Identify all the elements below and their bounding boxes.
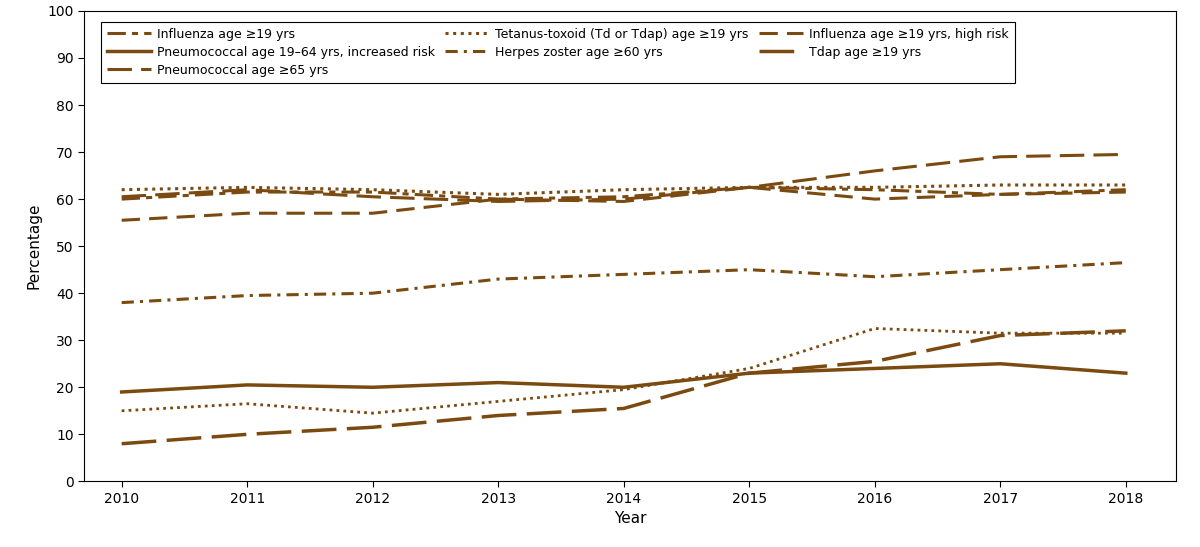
Line: Pneumococcal age 19–64 yrs, increased risk: Pneumococcal age 19–64 yrs, increased ri… bbox=[121, 364, 1126, 392]
Tetanus-toxoid (Td or Tdap) age ≥19 yrs bbox=[1118, 182, 1133, 188]
Line: Influenza age ≥19 yrs, high risk: Influenza age ≥19 yrs, high risk bbox=[121, 188, 1126, 220]
Pneumococcal age ≥65 yrs bbox=[1118, 151, 1133, 158]
Tdap age ≥19 yrs bbox=[742, 370, 756, 376]
Herpes zoster age ≥60 yrs bbox=[240, 292, 254, 299]
Influenza age ≥19 yrs bbox=[114, 196, 128, 202]
Influenza age ≥19 yrs bbox=[491, 196, 505, 202]
Line: Herpes zoster age ≥60 yrs: Herpes zoster age ≥60 yrs bbox=[121, 263, 1126, 302]
Influenza age ≥19 yrs, high risk bbox=[617, 198, 631, 205]
Herpes zoster age ≥60 yrs bbox=[491, 276, 505, 282]
Tetanus-toxoid (Td or Tdap) age ≥19 yrs bbox=[491, 191, 505, 197]
Pneumococcal age 19–64 yrs, increased risk bbox=[742, 370, 756, 376]
Influenza age ≥19 yrs, high risk bbox=[868, 196, 882, 202]
Tdap age ≥19 yrs bbox=[114, 440, 128, 447]
Line: Influenza age ≥19 yrs: Influenza age ≥19 yrs bbox=[121, 188, 1126, 199]
Tdap age ≥19 yrs bbox=[366, 424, 380, 430]
Tetanus-toxoid (Td or Tdap) age ≥19 yrs bbox=[994, 182, 1008, 188]
Influenza age ≥19 yrs, high risk bbox=[240, 210, 254, 217]
Line: Tetanus-toxoid (Td or Tdap) age ≥19 yrs: Tetanus-toxoid (Td or Tdap) age ≥19 yrs bbox=[121, 185, 1126, 194]
Influenza age ≥19 yrs bbox=[617, 194, 631, 200]
Pneumococcal age ≥65 yrs bbox=[114, 194, 128, 200]
Tetanus-toxoid (Td or Tdap) age ≥19 yrs bbox=[617, 187, 631, 193]
Herpes zoster age ≥60 yrs bbox=[366, 290, 380, 296]
Influenza age ≥19 yrs, high risk bbox=[1118, 189, 1133, 195]
Influenza age ≥19 yrs bbox=[742, 184, 756, 191]
Influenza age ≥19 yrs bbox=[994, 191, 1008, 197]
Tdap age ≥19 yrs bbox=[1118, 328, 1133, 334]
Influenza age ≥19 yrs, high risk bbox=[742, 184, 756, 191]
Influenza age ≥19 yrs, high risk bbox=[491, 196, 505, 202]
Tetanus-toxoid (Td or Tdap) age ≥19 yrs bbox=[742, 184, 756, 191]
Pneumococcal age 19–64 yrs, increased risk bbox=[240, 382, 254, 388]
Influenza age ≥19 yrs bbox=[1118, 187, 1133, 193]
Line: Pneumococcal age ≥65 yrs: Pneumococcal age ≥65 yrs bbox=[121, 154, 1126, 201]
Tdap age ≥19 yrs bbox=[994, 332, 1008, 339]
Tetanus-toxoid (Td or Tdap) age ≥19 yrs bbox=[240, 184, 254, 191]
Pneumococcal age 19–64 yrs, increased risk bbox=[114, 389, 128, 395]
Pneumococcal age ≥65 yrs bbox=[491, 198, 505, 205]
Pneumococcal age 19–64 yrs, increased risk bbox=[366, 384, 380, 391]
Pneumococcal age ≥65 yrs bbox=[366, 194, 380, 200]
Tetanus-toxoid (Td or Tdap) age ≥19 yrs bbox=[366, 187, 380, 193]
Pneumococcal age ≥65 yrs bbox=[240, 187, 254, 193]
Influenza age ≥19 yrs, high risk bbox=[366, 210, 380, 217]
Tdap age ≥19 yrs bbox=[868, 358, 882, 365]
Line: Tdap age ≥19 yrs: Tdap age ≥19 yrs bbox=[121, 331, 1126, 444]
Pneumococcal age ≥65 yrs bbox=[994, 154, 1008, 160]
Tdap age ≥19 yrs bbox=[617, 405, 631, 412]
Herpes zoster age ≥60 yrs bbox=[742, 266, 756, 273]
Influenza age ≥19 yrs, high risk bbox=[114, 217, 128, 224]
Pneumococcal age 19–64 yrs, increased risk bbox=[491, 379, 505, 386]
Tetanus-toxoid (Td or Tdap) age ≥19 yrs bbox=[114, 187, 128, 193]
Influenza age ≥19 yrs, high risk bbox=[994, 191, 1008, 197]
Herpes zoster age ≥60 yrs bbox=[994, 266, 1008, 273]
Y-axis label: Percentage: Percentage bbox=[26, 203, 42, 289]
Tdap age ≥19 yrs bbox=[240, 431, 254, 438]
Legend: Influenza age ≥19 yrs, Pneumococcal age 19–64 yrs, increased risk, Pneumococcal : Influenza age ≥19 yrs, Pneumococcal age … bbox=[101, 22, 1015, 83]
X-axis label: Year: Year bbox=[613, 511, 647, 526]
Influenza age ≥19 yrs bbox=[240, 189, 254, 195]
Tdap age ≥19 yrs bbox=[491, 412, 505, 419]
Pneumococcal age ≥65 yrs bbox=[617, 196, 631, 202]
Tetanus-toxoid (Td or Tdap) age ≥19 yrs bbox=[868, 184, 882, 191]
Herpes zoster age ≥60 yrs bbox=[617, 271, 631, 278]
Pneumococcal age ≥65 yrs bbox=[868, 167, 882, 174]
Influenza age ≥19 yrs bbox=[366, 189, 380, 195]
Pneumococcal age 19–64 yrs, increased risk bbox=[994, 360, 1008, 367]
Herpes zoster age ≥60 yrs bbox=[114, 299, 128, 306]
Pneumococcal age 19–64 yrs, increased risk bbox=[617, 384, 631, 391]
Pneumococcal age ≥65 yrs bbox=[742, 184, 756, 191]
Influenza age ≥19 yrs bbox=[868, 187, 882, 193]
Herpes zoster age ≥60 yrs bbox=[868, 274, 882, 280]
Pneumococcal age 19–64 yrs, increased risk bbox=[868, 365, 882, 372]
Herpes zoster age ≥60 yrs bbox=[1118, 259, 1133, 266]
Pneumococcal age 19–64 yrs, increased risk bbox=[1118, 370, 1133, 376]
